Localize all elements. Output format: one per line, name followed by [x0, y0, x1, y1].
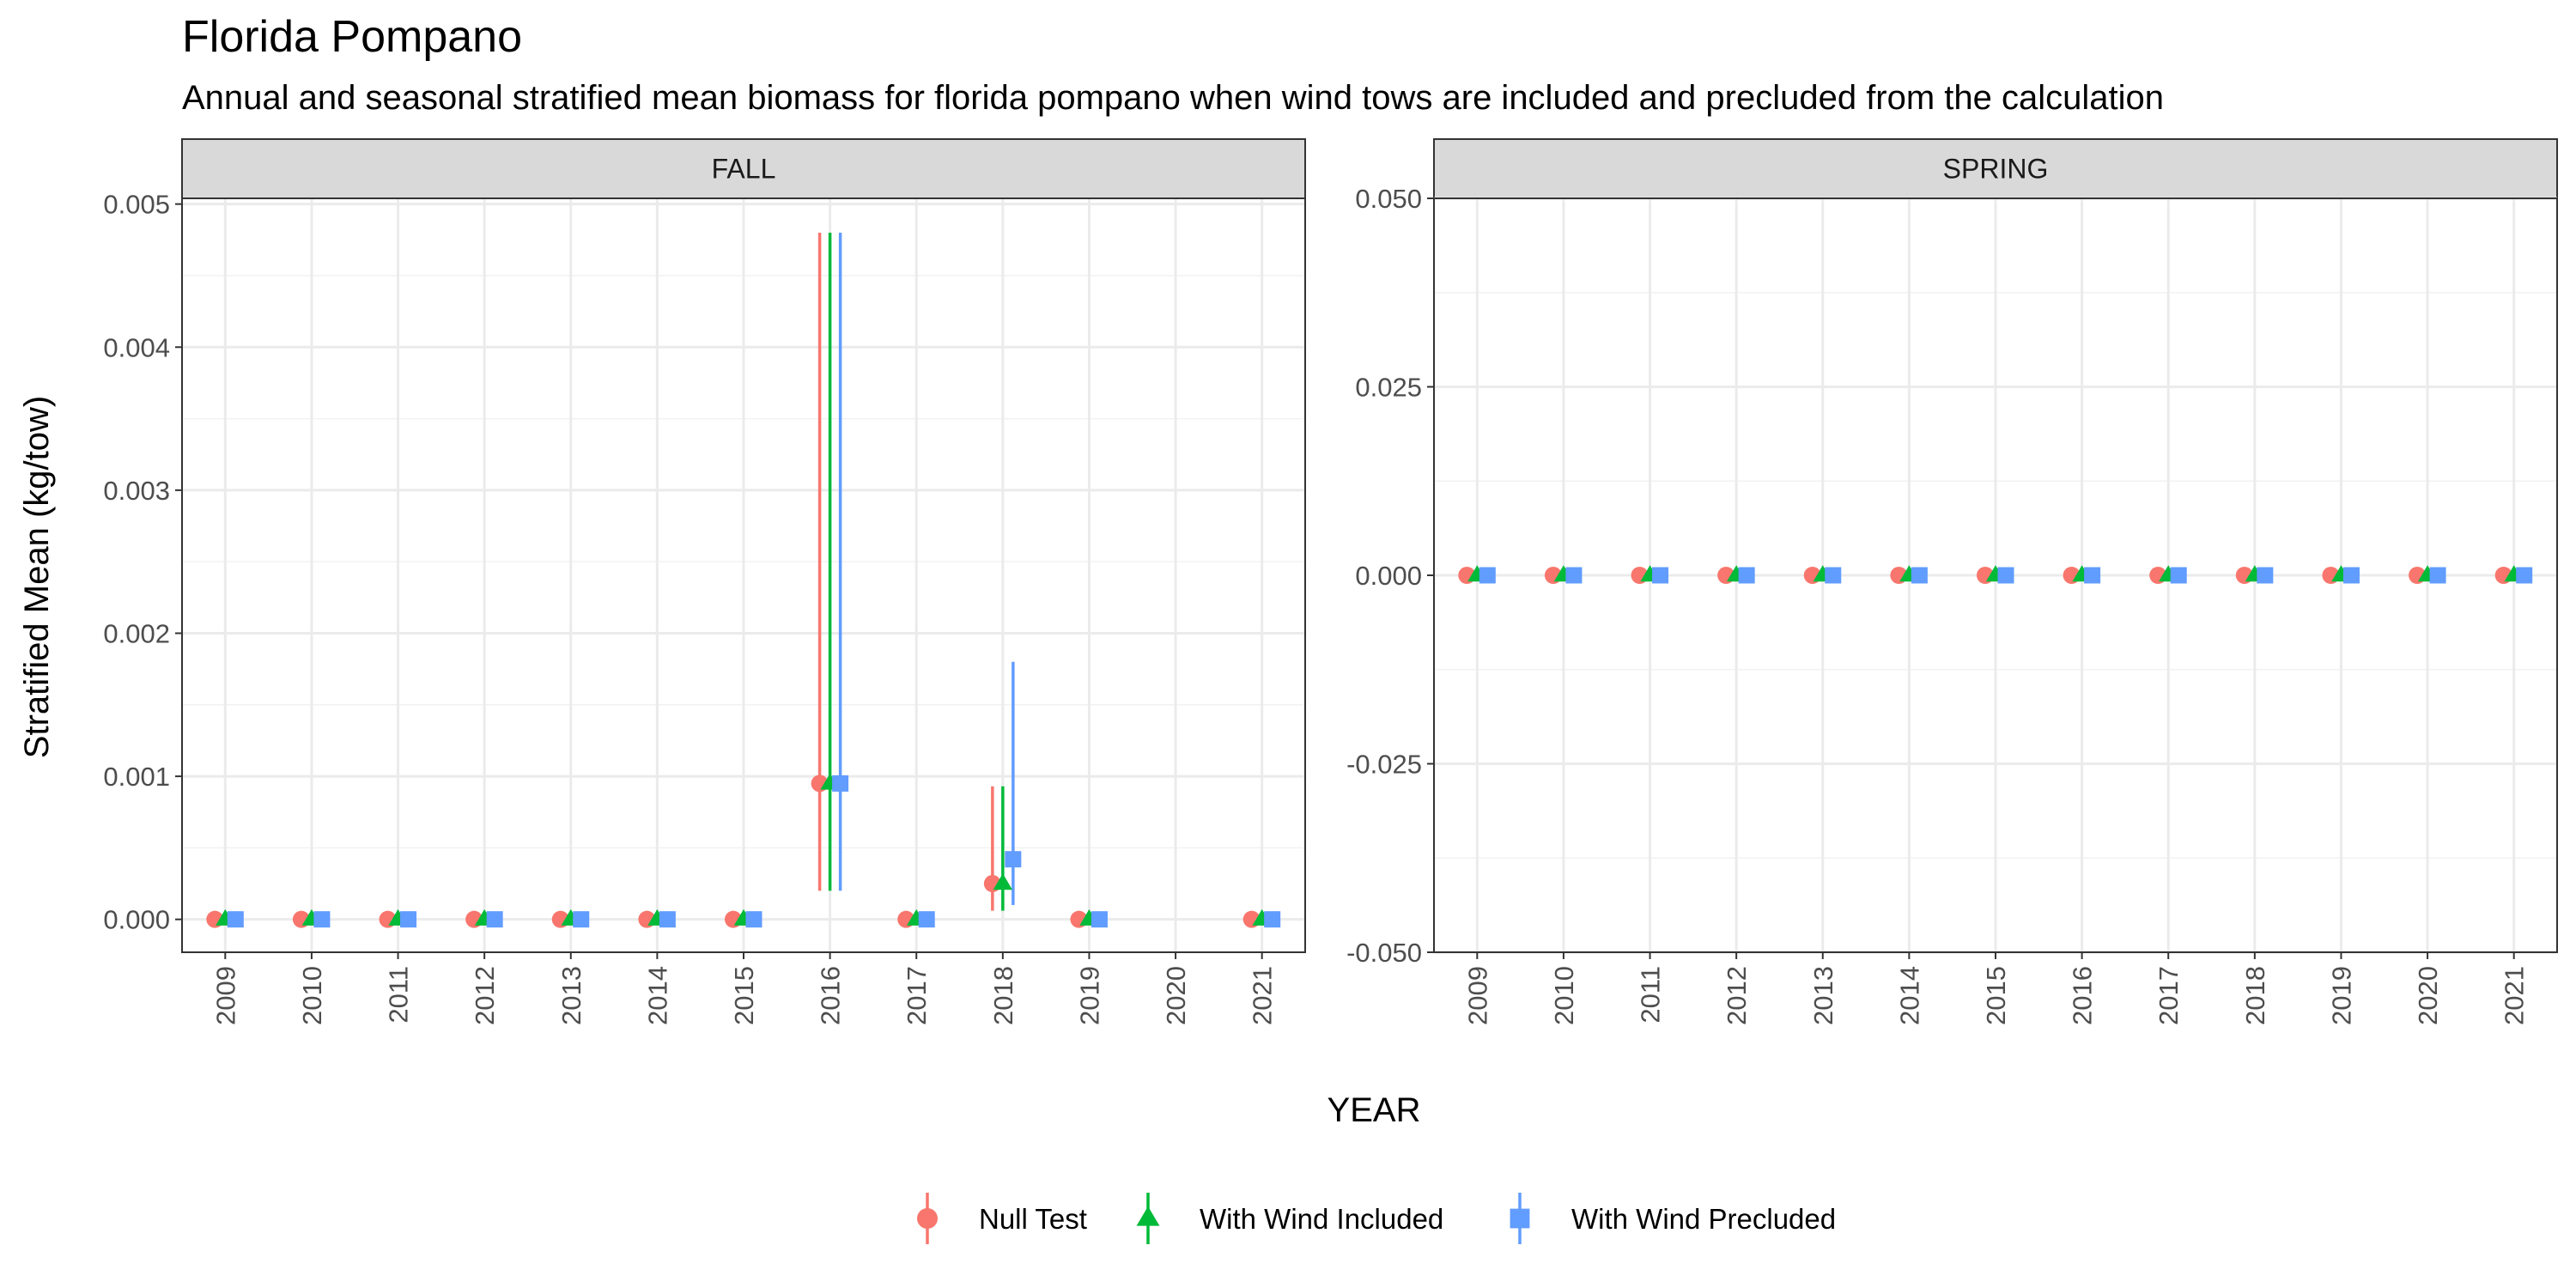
legend-item-with-wind-included: With Wind Included [1136, 1193, 1443, 1244]
x-tick-label: 2012 [470, 966, 500, 1025]
point-with-wind-precluded-fall-2018 [1005, 851, 1022, 868]
point-with-wind-included-fall-2018 [993, 873, 1013, 890]
y-tick-label: 0.025 [1355, 373, 1422, 403]
point-with-wind-precluded-fall-2021 [1264, 911, 1281, 928]
y-tick-label: -0.025 [1346, 750, 1422, 780]
point-with-wind-precluded-spring-2013 [1825, 567, 1842, 584]
x-tick-label: 2018 [2240, 966, 2270, 1025]
chart-title: Florida Pompano [182, 12, 522, 62]
chart-subtitle: Annual and seasonal stratified mean biom… [182, 79, 2164, 117]
y-tick-label: -0.050 [1346, 938, 1422, 968]
y-tick-label: 0.002 [103, 618, 170, 648]
point-with-wind-precluded-spring-2017 [2170, 567, 2187, 584]
point-with-wind-precluded-spring-2016 [2084, 567, 2101, 584]
point-with-wind-precluded-fall-2014 [659, 911, 676, 928]
x-tick-label: 2010 [1549, 966, 1579, 1025]
point-with-wind-precluded-fall-2012 [486, 911, 503, 928]
x-axis-title: YEAR [1327, 1091, 1421, 1129]
x-tick-label: 2016 [2068, 966, 2098, 1025]
point-with-wind-precluded-fall-2017 [918, 911, 935, 928]
panel-border-spring [1433, 197, 2558, 953]
legend-key-null-test [917, 1208, 938, 1229]
point-with-wind-precluded-spring-2011 [1652, 567, 1669, 584]
point-with-wind-precluded-spring-2010 [1565, 567, 1583, 584]
facet-label-fall: FALL [712, 154, 776, 185]
x-tick-label: 2014 [1894, 966, 1924, 1025]
y-tick-label: 0.005 [103, 190, 170, 220]
point-with-wind-precluded-spring-2018 [2257, 567, 2274, 584]
legend-item-null-test: Null Test [917, 1193, 1087, 1244]
y-tick-label: 0.000 [103, 905, 170, 935]
legend-item-with-wind-precluded: With Wind Precluded [1510, 1193, 1836, 1244]
y-tick-label: 0.003 [103, 476, 170, 506]
legend-label-null-test: Null Test [979, 1203, 1087, 1235]
facet-panel-spring: SPRING -0.050 -0.025 0.000 0.025 0.050 2009 201… [1346, 138, 2558, 1025]
x-tick-label: 2021 [2500, 966, 2530, 1025]
facet-strip-fall [181, 138, 1306, 199]
point-with-wind-precluded-fall-2016 [832, 775, 849, 792]
x-tick-label: 2011 [384, 966, 414, 1024]
y-tick-label: 0.004 [103, 332, 170, 362]
point-with-wind-precluded-fall-2011 [400, 911, 417, 928]
point-with-wind-precluded-spring-2015 [1997, 567, 2014, 584]
legend-key-with-wind-precluded [1510, 1208, 1530, 1229]
point-with-wind-precluded-fall-2013 [573, 911, 590, 928]
point-with-wind-precluded-spring-2019 [2342, 567, 2360, 584]
panel-border-fall [181, 197, 1306, 953]
x-tick-label: 2013 [1808, 966, 1838, 1025]
point-with-wind-precluded-spring-2009 [1479, 567, 1496, 584]
point-with-wind-precluded-fall-2015 [745, 911, 762, 928]
x-tick-label: 2013 [556, 966, 586, 1025]
legend: Null Test With Wind Included With Wind Pre… [917, 1193, 1836, 1244]
facet-strip-spring [1433, 138, 2558, 199]
y-tick-label: 0.000 [1355, 561, 1422, 591]
facet-label-spring: SPRING [1943, 154, 2049, 185]
x-tick-label: 2012 [1722, 966, 1752, 1025]
x-tick-label: 2017 [902, 966, 932, 1025]
y-tick-label: 0.050 [1355, 184, 1422, 214]
point-with-wind-precluded-spring-2021 [2516, 567, 2533, 584]
point-with-wind-precluded-spring-2014 [1911, 567, 1928, 584]
x-tick-label: 2020 [1161, 966, 1191, 1025]
x-tick-label: 2011 [1636, 966, 1666, 1024]
x-tick-label: 2019 [1074, 966, 1104, 1025]
legend-label-with-wind-included: With Wind Included [1200, 1203, 1443, 1235]
facet-panel-fall: FALL 0.000 0.001 0.002 0.003 0.004 0.005 2009 20… [103, 138, 1306, 1025]
x-tick-label: 2017 [2154, 966, 2184, 1025]
x-tick-label: 2019 [2326, 966, 2356, 1025]
legend-label-with-wind-precluded: With Wind Precluded [1571, 1203, 1836, 1235]
point-with-wind-precluded-fall-2019 [1091, 911, 1108, 928]
x-tick-label: 2020 [2413, 966, 2443, 1025]
x-tick-label: 2015 [729, 966, 759, 1025]
x-tick-label: 2009 [1462, 966, 1492, 1025]
x-tick-label: 2014 [642, 966, 672, 1025]
x-tick-label: 2009 [210, 966, 240, 1025]
point-with-wind-precluded-fall-2009 [227, 911, 244, 928]
y-tick-label: 0.001 [103, 762, 170, 792]
point-with-wind-precluded-spring-2012 [1738, 567, 1755, 584]
legend-key-with-wind-included [1136, 1206, 1160, 1226]
x-tick-label: 2018 [988, 966, 1018, 1025]
x-tick-label: 2016 [816, 966, 846, 1025]
x-tick-label: 2021 [1248, 966, 1278, 1025]
x-tick-label: 2010 [297, 966, 327, 1025]
point-with-wind-precluded-fall-2010 [313, 911, 331, 928]
y-axis-title: Stratified Mean (kg/tow) [18, 396, 56, 758]
x-tick-label: 2015 [1981, 966, 2011, 1025]
point-with-wind-precluded-spring-2020 [2429, 567, 2446, 584]
